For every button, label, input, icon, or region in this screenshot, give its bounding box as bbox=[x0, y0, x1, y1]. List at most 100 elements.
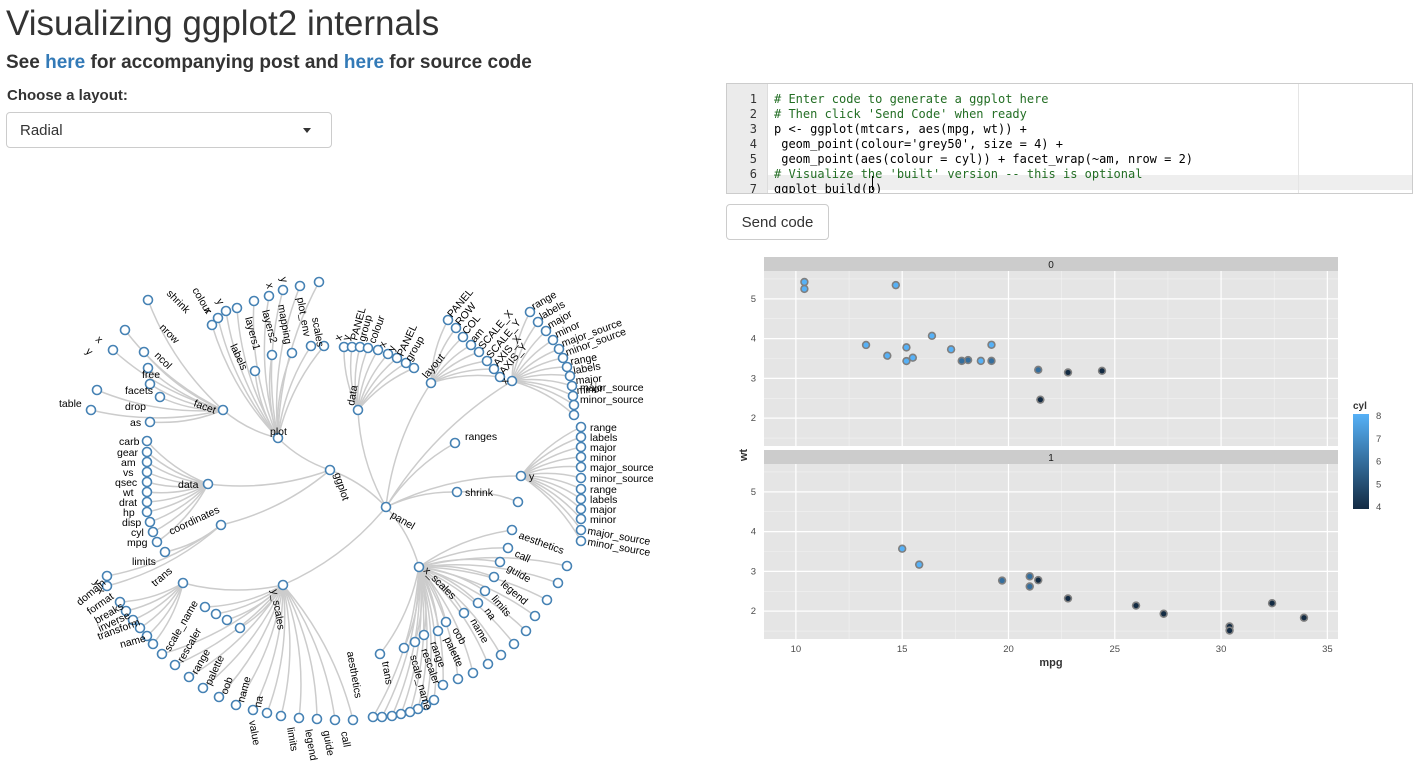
tree-link bbox=[418, 556, 568, 568]
code-line: # Enter code to generate a ggplot here bbox=[774, 92, 1049, 106]
subtitle-text: for source code bbox=[384, 52, 532, 73]
y-tick-label: 4 bbox=[751, 527, 756, 538]
tree-node bbox=[293, 712, 305, 724]
tree-link bbox=[146, 471, 209, 485]
tree-link bbox=[235, 584, 284, 706]
x-tick-label: 35 bbox=[1322, 644, 1333, 655]
tree-node bbox=[141, 446, 153, 458]
tree-node bbox=[114, 596, 126, 608]
tree-node bbox=[107, 344, 119, 356]
tree-node bbox=[141, 466, 153, 478]
tree-node bbox=[557, 352, 569, 364]
tree-node bbox=[313, 276, 325, 288]
tree-node bbox=[101, 570, 113, 582]
tree-node bbox=[449, 437, 461, 449]
tree-node bbox=[409, 636, 421, 648]
tree-node-label: y bbox=[277, 276, 290, 285]
send-code-button[interactable]: Send code bbox=[726, 204, 829, 240]
point bbox=[1037, 397, 1043, 403]
tree-node bbox=[199, 601, 211, 613]
tree-node bbox=[575, 472, 587, 484]
y-axis-label: wt bbox=[738, 449, 750, 463]
tree-node bbox=[432, 625, 444, 637]
point bbox=[978, 358, 984, 364]
tree-link bbox=[282, 584, 336, 721]
tree-node bbox=[494, 556, 506, 568]
tree-node bbox=[575, 524, 587, 536]
tree-node-label: x bbox=[93, 334, 106, 347]
tree-node bbox=[506, 524, 518, 536]
tree-link bbox=[277, 345, 312, 439]
tree-link bbox=[357, 349, 379, 411]
tree-node-label: as bbox=[130, 417, 141, 429]
layout-select[interactable]: Radial bbox=[6, 112, 332, 148]
tree-node bbox=[391, 352, 403, 364]
tree-node-label: limits bbox=[284, 726, 300, 752]
tree-node-label: minor bbox=[590, 452, 617, 464]
tree-node bbox=[386, 710, 398, 722]
tree-link bbox=[266, 584, 286, 714]
tree-node bbox=[540, 325, 552, 337]
tree-node bbox=[215, 519, 227, 531]
tree-node-label: disp bbox=[122, 517, 141, 529]
tree-node bbox=[141, 486, 153, 498]
tree-link bbox=[143, 351, 224, 411]
line-number: 7 bbox=[749, 182, 757, 194]
tree-node bbox=[230, 699, 242, 711]
point bbox=[916, 562, 922, 568]
tree-node-label: data bbox=[345, 384, 360, 406]
tree-link bbox=[220, 469, 331, 526]
tree-link bbox=[96, 389, 224, 412]
tree-node-label: mpg bbox=[127, 537, 148, 549]
tree-node-label: plot bbox=[270, 426, 287, 438]
legend-tick-label: 8 bbox=[1376, 411, 1381, 422]
tree-link bbox=[385, 442, 456, 508]
tree-link bbox=[430, 319, 449, 384]
tree-node bbox=[568, 399, 580, 411]
post-link[interactable]: here bbox=[45, 52, 86, 73]
tree-node bbox=[520, 625, 532, 637]
tree-link bbox=[379, 566, 420, 655]
tree-node bbox=[488, 363, 500, 375]
tree-nodes bbox=[85, 276, 587, 726]
source-link[interactable]: here bbox=[343, 52, 385, 73]
tree-node bbox=[142, 294, 154, 306]
point bbox=[1099, 368, 1105, 374]
subtitle-text: See bbox=[6, 52, 46, 73]
tree-node-label: y bbox=[90, 578, 103, 589]
tree-node bbox=[247, 704, 259, 716]
tree-node bbox=[277, 579, 289, 591]
y-tick-label: 2 bbox=[751, 606, 756, 617]
tree-node bbox=[564, 370, 576, 382]
line-number: 1 bbox=[749, 92, 757, 106]
tree-node bbox=[220, 305, 232, 317]
point bbox=[965, 357, 971, 363]
tree-node bbox=[154, 391, 166, 403]
tree-node-label: coordinates bbox=[167, 504, 221, 538]
tree-node bbox=[294, 280, 306, 292]
tree-link bbox=[139, 582, 184, 629]
tree-node-label: drat bbox=[119, 497, 137, 509]
x-tick-label: 15 bbox=[897, 644, 908, 655]
tree-node bbox=[362, 342, 374, 354]
x-tick-label: 30 bbox=[1216, 644, 1227, 655]
point bbox=[899, 546, 905, 552]
tree-node-label: minor bbox=[590, 514, 617, 526]
tree-node-label: guide bbox=[320, 729, 336, 757]
point bbox=[910, 355, 916, 361]
layout-label: Choose a layout: bbox=[7, 87, 128, 104]
tree-node bbox=[286, 347, 298, 359]
tree-node-label: trans bbox=[149, 565, 175, 589]
tree-node bbox=[553, 343, 565, 355]
tree-node bbox=[376, 711, 388, 723]
tree-node bbox=[541, 594, 553, 606]
tree-link bbox=[282, 506, 387, 586]
tree-node-label: x bbox=[332, 333, 345, 342]
tree-link bbox=[357, 353, 389, 411]
point bbox=[1269, 600, 1275, 606]
active-line-highlight bbox=[768, 175, 1412, 190]
y-tick-label: 5 bbox=[751, 294, 756, 305]
tree-node-label: nrow bbox=[157, 322, 182, 347]
tree-link bbox=[149, 483, 209, 523]
